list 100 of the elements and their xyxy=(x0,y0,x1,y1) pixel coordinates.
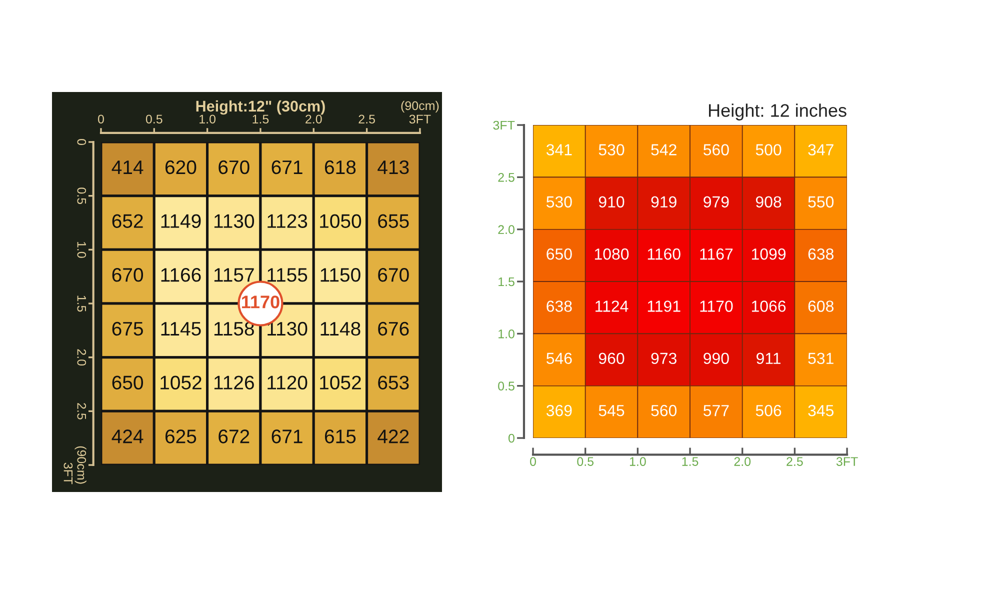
x-tick-label: 0.5 xyxy=(146,114,162,124)
data-label: 530 xyxy=(546,196,572,208)
y-tick-label: 1.5 xyxy=(498,277,514,286)
data-label: 650 xyxy=(112,376,144,390)
data-label: 670 xyxy=(218,160,250,174)
data-label: 1080 xyxy=(594,248,629,260)
data-label: 1149 xyxy=(161,214,201,228)
data-label: 655 xyxy=(378,214,409,228)
data-label: 1124 xyxy=(596,300,628,312)
data-label: 341 xyxy=(546,144,572,156)
data-label: 577 xyxy=(704,405,729,416)
data-label: 1120 xyxy=(268,376,308,390)
data-label: 625 xyxy=(165,430,196,444)
x-tick-label: 1.5 xyxy=(252,114,269,124)
data-label: 973 xyxy=(651,352,676,364)
data-label: 560 xyxy=(704,144,729,156)
y-tick-label: 0 xyxy=(508,434,514,443)
data-label: 650 xyxy=(546,248,572,260)
data-label: 608 xyxy=(808,300,834,312)
data-label: 1126 xyxy=(214,376,254,390)
data-label: 919 xyxy=(651,196,676,208)
y-tick-label: 3FT xyxy=(493,120,515,130)
data-label: 1066 xyxy=(752,300,786,312)
data-label: 550 xyxy=(808,196,834,208)
data-label: 653 xyxy=(378,376,409,390)
data-label: 1052 xyxy=(320,376,361,390)
data-label: 672 xyxy=(218,430,250,444)
x-tick-label: 2.5 xyxy=(358,114,375,124)
y-tick-label: 2.5 xyxy=(77,403,86,420)
x-tick-label: 3FT xyxy=(836,457,858,466)
y-tick-label: 1.0 xyxy=(498,329,514,338)
data-label: 910 xyxy=(598,196,624,208)
y-tick-label: 2.5 xyxy=(498,172,514,182)
y-tick-label: 0 xyxy=(77,139,86,145)
data-label: 670 xyxy=(112,268,144,282)
data-label: 638 xyxy=(546,300,572,312)
chart-title: Height:12" (30cm) xyxy=(196,100,325,115)
data-label: 422 xyxy=(378,430,409,444)
x-tick-label: 1.5 xyxy=(682,457,698,466)
data-label: 1166 xyxy=(161,268,201,282)
data-label: 615 xyxy=(324,430,356,444)
data-label: 990 xyxy=(704,352,729,364)
data-label: 530 xyxy=(598,144,624,156)
data-label: 675 xyxy=(112,322,143,336)
data-label: 542 xyxy=(651,144,676,156)
data-label: 347 xyxy=(808,144,834,156)
data-label: 413 xyxy=(378,160,409,174)
data-label: 369 xyxy=(546,404,572,416)
data-label: 414 xyxy=(112,160,144,174)
data-label: 1050 xyxy=(320,214,362,228)
data-label: 676 xyxy=(378,322,409,336)
data-label: 1123 xyxy=(268,214,308,228)
y-tick-label: 0.5 xyxy=(77,188,86,204)
y-tick-label: 2.0 xyxy=(498,225,514,234)
data-label: 1148 xyxy=(320,322,360,336)
x-tick-label: 2.0 xyxy=(306,114,322,124)
x-tick-label: 2.5 xyxy=(786,457,803,466)
data-label: 506 xyxy=(756,404,782,416)
data-label: 1150 xyxy=(320,268,360,282)
data-label: 620 xyxy=(165,160,196,174)
data-label: 1170 xyxy=(700,300,733,312)
data-label: 1130 xyxy=(214,214,254,228)
x-tick-label: 1.0 xyxy=(630,457,646,466)
data-label: 1191 xyxy=(648,300,680,312)
data-label: 1145 xyxy=(161,322,201,336)
data-label: 1052 xyxy=(160,376,202,390)
x-tick-label: 1.0 xyxy=(200,114,216,124)
data-label: 1130 xyxy=(268,322,308,336)
data-label: 960 xyxy=(598,352,624,364)
x-tick-label: 0.5 xyxy=(577,457,594,466)
data-label: 671 xyxy=(272,160,302,174)
data-label: 911 xyxy=(756,352,780,364)
data-label: 500 xyxy=(756,144,782,156)
y-tick-label: 2.0 xyxy=(77,349,86,366)
chart-title: Height: 12 inches xyxy=(709,104,846,120)
x-tick-label: 0 xyxy=(530,457,536,466)
x-tick-label: 2.0 xyxy=(734,457,751,466)
data-label: 1157 xyxy=(214,268,254,282)
data-label: 546 xyxy=(546,352,572,364)
data-label: 345 xyxy=(808,404,834,416)
annotation: 1170 xyxy=(242,296,280,308)
y-tick-label: 0.5 xyxy=(498,382,514,391)
data-label: 1158 xyxy=(214,322,254,336)
y-tick-label: 1.5 xyxy=(77,296,86,312)
data-label: 424 xyxy=(112,430,144,444)
data-label: 670 xyxy=(378,268,409,282)
data-label: 908 xyxy=(756,196,782,208)
data-label: 652 xyxy=(112,214,143,228)
x-tick-label: (90cm) 3FT xyxy=(401,100,439,124)
data-label: 1160 xyxy=(648,248,680,260)
data-label: 618 xyxy=(324,160,356,174)
data-label: 1155 xyxy=(268,268,308,282)
data-label: 1099 xyxy=(752,248,786,260)
data-label: 671 xyxy=(272,430,302,444)
data-label: 1167 xyxy=(700,248,733,260)
y-tick-label: 1.0 xyxy=(77,242,86,258)
x-tick-label: 0 xyxy=(98,114,104,124)
data-label: 560 xyxy=(651,404,677,416)
data-label: 545 xyxy=(598,405,624,416)
data-label: 638 xyxy=(808,248,834,260)
